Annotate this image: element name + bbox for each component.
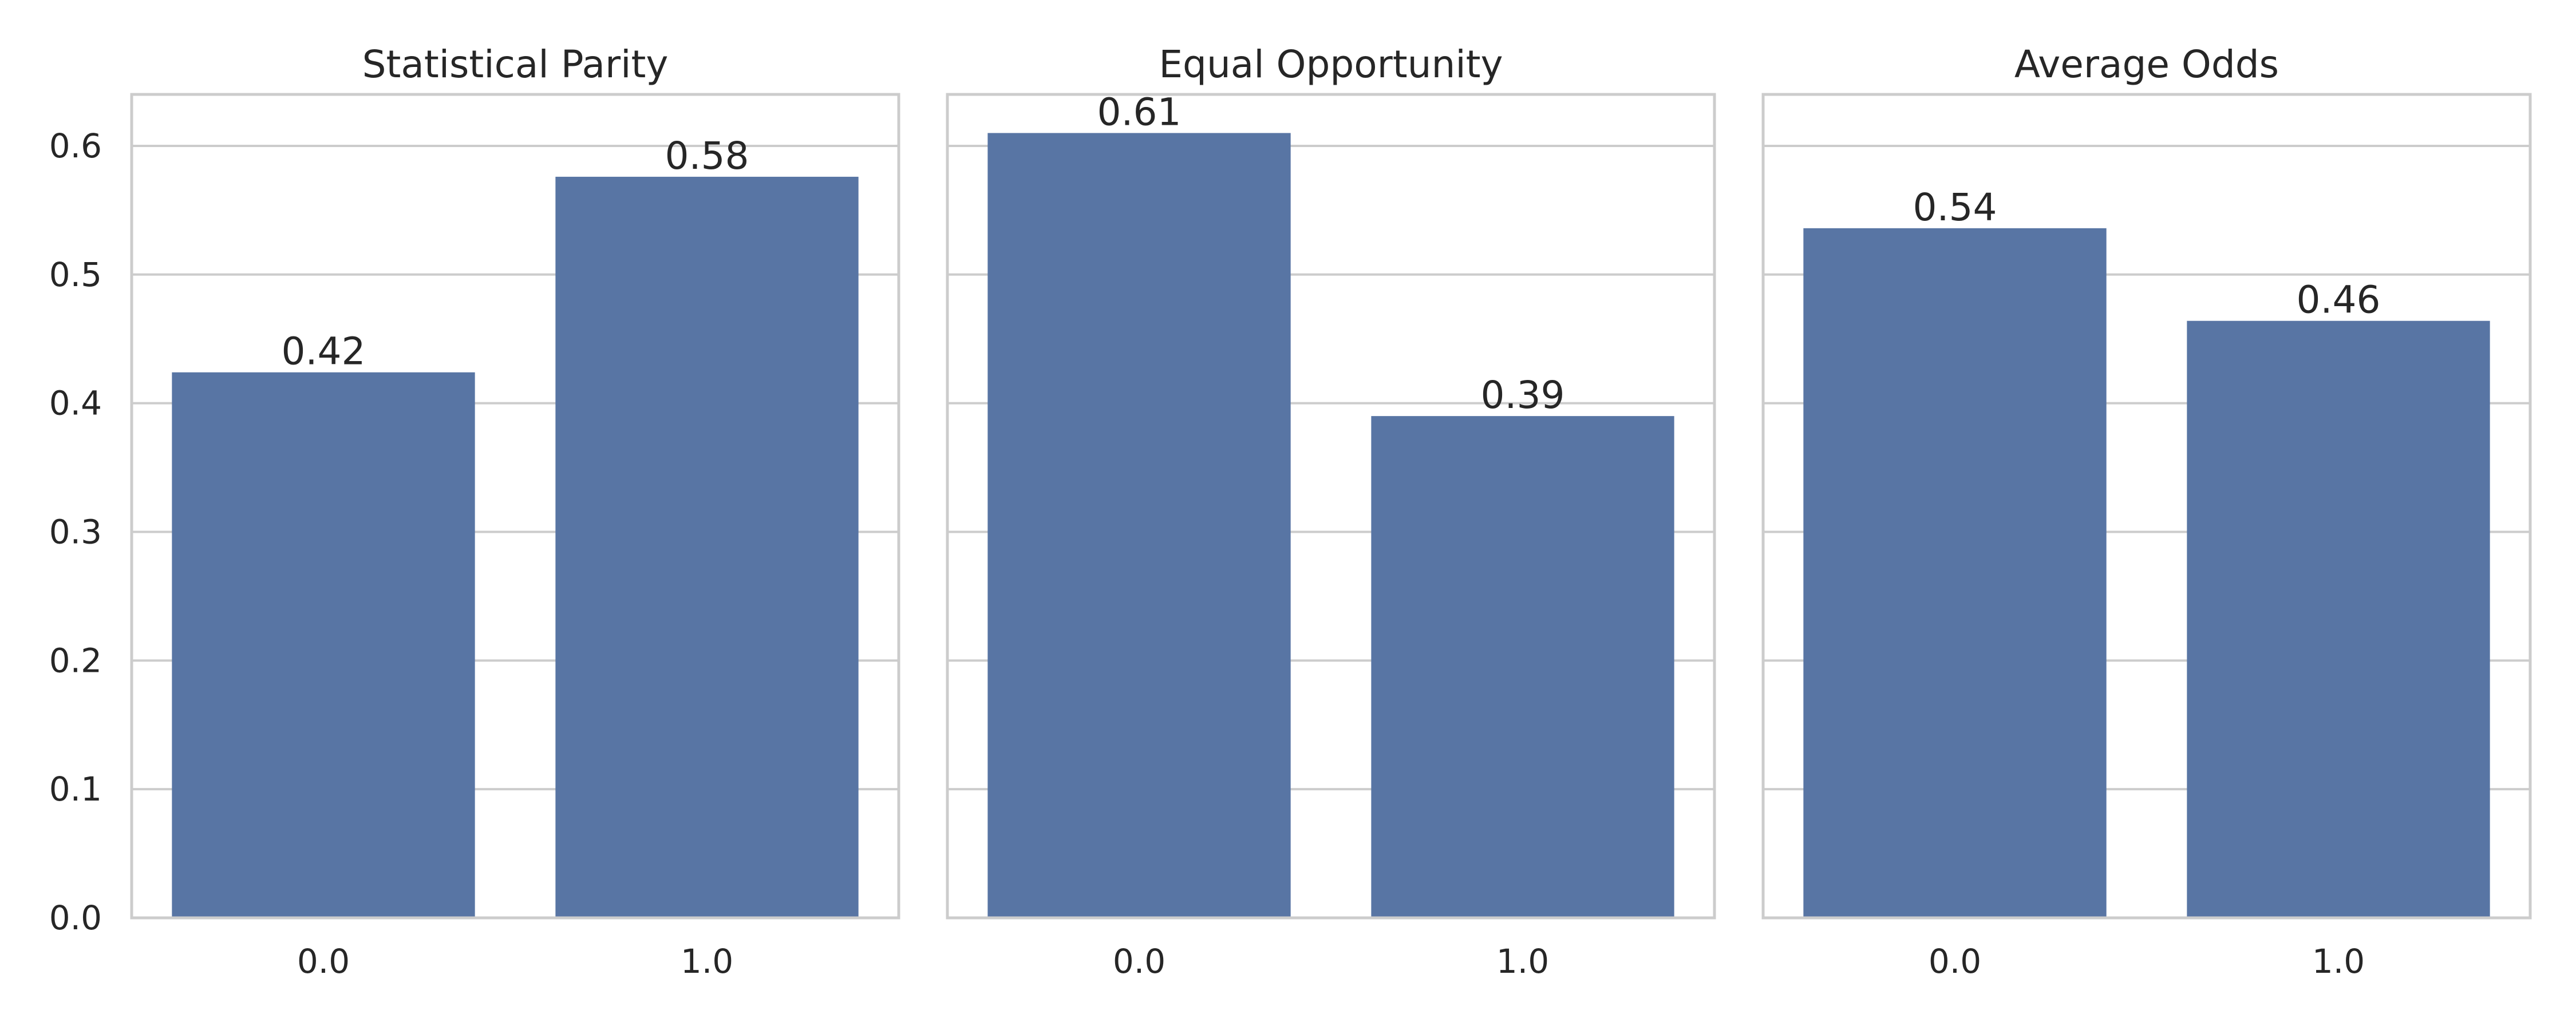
y-tick-label: 0.4 [49,384,102,423]
bar [172,372,475,918]
chart-title: Statistical Parity [362,42,669,86]
y-tick-label: 0.1 [49,770,102,809]
data-label: 0.42 [282,330,366,374]
bar [555,176,859,918]
x-tick-label: 0.0 [1113,942,1165,981]
x-tick-label: 1.0 [2312,942,2365,981]
y-tick-label: 0.3 [49,512,102,551]
axes-frame [1761,93,2532,920]
chart-title: Equal Opportunity [1159,42,1503,86]
chart-panel-3: 0.54 0.0 0.46 1.0 Average Odds [1761,42,2532,981]
chart-panel-2: 0.61 0.0 0.39 1.0 Equal Opportunity [946,42,1716,981]
data-label: 0.54 [1913,185,1997,229]
chart-panel-1: 0.42 0.0 0.58 1.0 0.0 0.1 0.2 0.3 0.4 0.5 0.6 Stati… [49,42,900,981]
data-label: 0.61 [1097,90,1182,134]
data-label: 0.46 [2297,278,2381,322]
bar [1803,228,2107,918]
axes-frame [946,93,1716,920]
bar [987,133,1291,918]
x-tick-label: 0.0 [1929,942,1981,981]
x-tick-label: 0.0 [297,942,350,981]
y-tick-label: 0.5 [49,255,102,294]
data-label: 0.58 [665,134,749,178]
y-tick-label: 0.0 [49,898,102,937]
data-label: 0.39 [1481,373,1565,417]
chart-title: Average Odds [2014,42,2279,86]
axes-frame [130,93,900,920]
y-tick-label: 0.2 [49,641,102,680]
x-tick-label: 1.0 [1496,942,1549,981]
x-tick-label: 1.0 [681,942,733,981]
bar [1371,416,1674,918]
y-tick-label: 0.6 [49,126,102,165]
bar [2187,320,2490,918]
